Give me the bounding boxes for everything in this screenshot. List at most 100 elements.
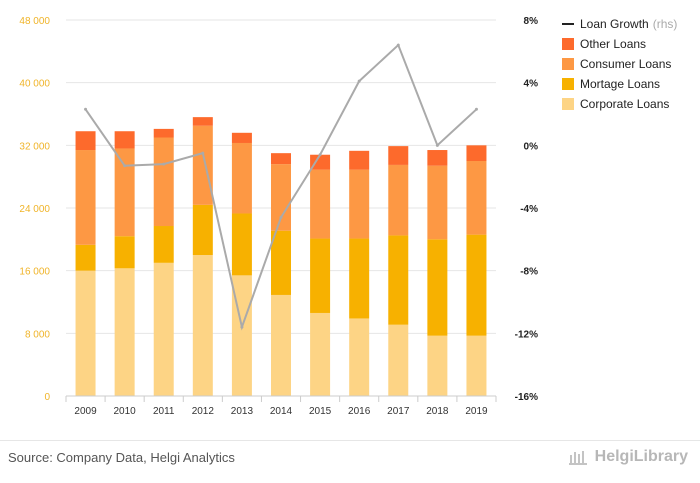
loan-growth-point bbox=[318, 153, 322, 157]
bar-corporate-loans-2017 bbox=[388, 324, 409, 396]
x-tick-label: 2017 bbox=[387, 406, 410, 417]
bar-other-loans-2019 bbox=[466, 145, 487, 161]
legend-item-consumer-loans: Consumer Loans bbox=[562, 54, 677, 74]
bar-mortage-loans-2016 bbox=[349, 238, 370, 319]
legend-label-other-loans: Other Loans bbox=[580, 37, 647, 51]
bar-mortage-loans-2019 bbox=[466, 234, 487, 336]
legend-swatch-consumer-loans bbox=[562, 58, 574, 70]
loan-growth-point bbox=[201, 151, 205, 155]
legend: Loan Growth (rhs) Other Loans Consumer L… bbox=[562, 14, 677, 114]
legend-line-swatch bbox=[562, 23, 574, 25]
bar-corporate-loans-2012 bbox=[192, 255, 213, 396]
bar-corporate-loans-2015 bbox=[310, 312, 331, 396]
loan-growth-point bbox=[357, 79, 361, 83]
bar-mortage-loans-2014 bbox=[271, 230, 291, 295]
y-tick-label-left: 8 000 bbox=[25, 329, 50, 340]
x-tick-label: 2018 bbox=[426, 406, 449, 417]
bar-mortage-loans-2018 bbox=[427, 239, 448, 336]
x-tick-label: 2011 bbox=[153, 406, 175, 417]
bar-mortage-loans-2017 bbox=[388, 235, 409, 325]
bar-corporate-loans-2011 bbox=[153, 262, 174, 396]
bar-corporate-loans-2018 bbox=[427, 335, 448, 396]
bar-consumer-loans-2011 bbox=[153, 137, 174, 227]
loan-growth-point bbox=[396, 43, 400, 47]
legend-label-mortage-loans: Mortage Loans bbox=[580, 77, 661, 91]
loan-growth-point bbox=[435, 143, 439, 147]
x-tick-label: 2012 bbox=[192, 406, 215, 417]
bar-other-loans-2013 bbox=[231, 132, 252, 143]
x-tick-label: 2014 bbox=[270, 406, 293, 417]
legend-swatch-corporate-loans bbox=[562, 98, 574, 110]
y-tick-label-left: 24 000 bbox=[19, 204, 50, 215]
x-tick-label: 2010 bbox=[114, 406, 137, 417]
bar-other-loans-2016 bbox=[349, 150, 370, 170]
y-tick-label-left: 40 000 bbox=[19, 79, 50, 90]
y-tick-label-left: 32 000 bbox=[19, 141, 50, 152]
bar-corporate-loans-2010 bbox=[114, 268, 135, 396]
bar-other-loans-2012 bbox=[192, 117, 213, 126]
y-tick-label-right: 4% bbox=[524, 79, 539, 90]
x-tick-label: 2013 bbox=[231, 406, 254, 417]
x-tick-label: 2015 bbox=[309, 406, 332, 417]
y-tick-label-right: 8% bbox=[524, 16, 539, 27]
bar-other-loans-2010 bbox=[114, 131, 135, 149]
legend-swatch-other-loans bbox=[562, 38, 574, 50]
y-tick-label-right: -12% bbox=[515, 329, 538, 340]
y-tick-label-left: 48 000 bbox=[19, 16, 50, 27]
y-tick-label-right: -8% bbox=[520, 267, 538, 278]
y-tick-label-right: 0% bbox=[524, 141, 539, 152]
bar-consumer-loans-2015 bbox=[310, 169, 331, 239]
y-tick-label-left: 0 bbox=[44, 392, 50, 403]
bar-consumer-loans-2013 bbox=[231, 142, 252, 214]
bar-other-loans-2014 bbox=[271, 153, 291, 165]
bar-corporate-loans-2016 bbox=[349, 318, 370, 396]
loan-growth-point bbox=[474, 107, 478, 111]
bar-corporate-loans-2014 bbox=[271, 294, 291, 396]
bar-consumer-loans-2018 bbox=[427, 165, 448, 240]
legend-item-loan-growth: Loan Growth (rhs) bbox=[562, 14, 677, 34]
legend-item-other-loans: Other Loans bbox=[562, 34, 677, 54]
loan-growth-point bbox=[279, 215, 283, 219]
y-tick-label-right: -4% bbox=[520, 204, 538, 215]
legend-swatch-mortage-loans bbox=[562, 78, 574, 90]
bar-corporate-loans-2009 bbox=[75, 270, 96, 396]
legend-label-corporate-loans: Corporate Loans bbox=[580, 97, 670, 111]
loan-growth-point bbox=[84, 107, 88, 111]
source-note: Source: Company Data, Helgi Analytics bbox=[8, 450, 235, 465]
library-icon bbox=[568, 451, 587, 465]
y-tick-label-left: 16 000 bbox=[19, 267, 50, 278]
bar-other-loans-2015 bbox=[310, 154, 331, 170]
bar-consumer-loans-2019 bbox=[466, 161, 487, 235]
x-tick-label: 2009 bbox=[74, 406, 97, 417]
legend-item-corporate-loans: Corporate Loans bbox=[562, 94, 677, 114]
bar-mortage-loans-2012 bbox=[192, 204, 213, 255]
bar-other-loans-2011 bbox=[153, 128, 174, 138]
bar-mortage-loans-2009 bbox=[75, 244, 96, 271]
bar-mortage-loans-2011 bbox=[153, 226, 174, 263]
legend-label-rhs: (rhs) bbox=[652, 17, 678, 31]
x-tick-label: 2019 bbox=[465, 406, 488, 417]
loan-growth-point bbox=[162, 162, 166, 166]
bar-mortage-loans-2013 bbox=[231, 213, 252, 276]
bar-consumer-loans-2014 bbox=[271, 164, 291, 231]
bar-mortage-loans-2010 bbox=[114, 236, 135, 269]
loan-growth-point bbox=[123, 164, 127, 168]
bar-other-loans-2018 bbox=[427, 150, 448, 166]
bar-consumer-loans-2009 bbox=[75, 150, 96, 245]
legend-label-consumer-loans: Consumer Loans bbox=[580, 57, 672, 71]
bar-corporate-loans-2019 bbox=[466, 335, 487, 396]
bar-consumer-loans-2010 bbox=[114, 148, 135, 237]
legend-item-mortage-loans: Mortage Loans bbox=[562, 74, 677, 94]
brand-logo: HelgiLibrary bbox=[568, 448, 688, 466]
bar-other-loans-2009 bbox=[75, 131, 96, 151]
loan-growth-point bbox=[240, 325, 244, 329]
bar-consumer-loans-2012 bbox=[192, 125, 213, 205]
bar-other-loans-2017 bbox=[388, 146, 409, 165]
bar-consumer-loans-2017 bbox=[388, 164, 409, 236]
footer-divider bbox=[0, 440, 700, 441]
bar-mortage-loans-2015 bbox=[310, 238, 331, 313]
brand-name: HelgiLibrary bbox=[594, 448, 688, 465]
chart-svg: 0 -16% 8 000 -12% 16 000 -8% 24 000 -4% 32 000 0%… bbox=[19, 16, 539, 417]
y-tick-label-right: -16% bbox=[515, 392, 538, 403]
